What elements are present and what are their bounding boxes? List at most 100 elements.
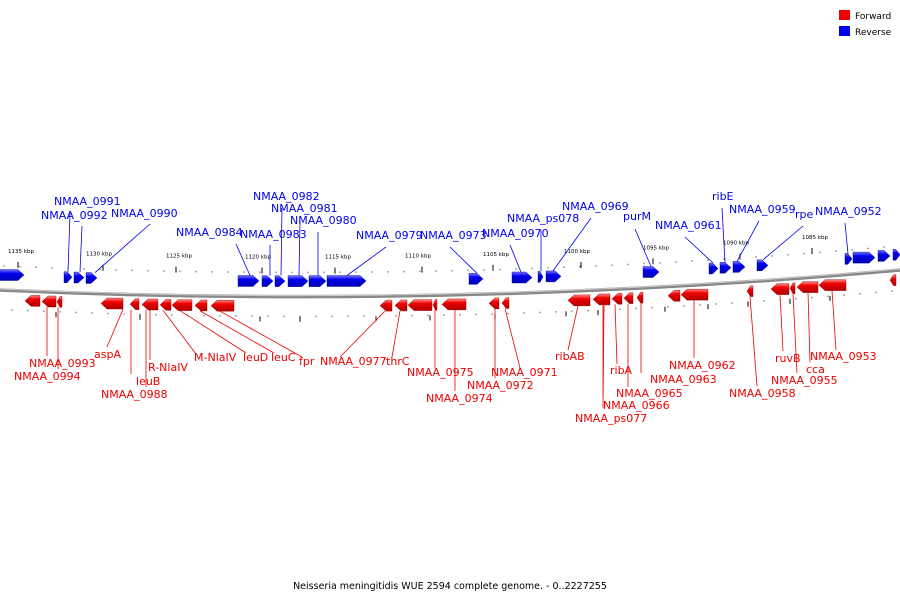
genome-backbone-highlight — [0, 268, 900, 297]
axis-tick-label: 1125 kbp — [166, 254, 192, 260]
forward-gene-label-nmaa-0958: NMAA_0958 — [729, 387, 796, 400]
reverse-gene-label-nmaa-0979: NMAA_0979 — [356, 229, 423, 242]
forward-gene-label-nmaa-0962: NMAA_0962 — [669, 359, 736, 372]
reverse-gene-label-purm: purM — [623, 210, 651, 223]
forward-gene-arrow — [210, 300, 235, 312]
forward-gene-leader — [106, 309, 124, 348]
reverse-gene-label-nmaa-0984: NMAA_0984 — [176, 226, 243, 239]
forward-gene-arrow — [567, 294, 591, 307]
reverse-gene-leader — [346, 246, 387, 276]
reverse-gene-arrow — [511, 271, 533, 284]
reverse-gene-label-nmaa-0992: NMAA_0992 — [41, 209, 108, 222]
legend-forward-swatch — [839, 10, 850, 20]
axis-tick-label: 1135 kbp — [8, 249, 34, 255]
reverse-gene-label-rpe: rpe — [795, 208, 814, 221]
axis-tick-label: 1115 kbp — [325, 255, 351, 261]
genome-backbone — [0, 268, 900, 299]
forward-gene-leader — [807, 292, 811, 363]
reverse-gene-label-nmaa-0969: NMAA_0969 — [562, 200, 629, 213]
reverse-gene-leader — [79, 225, 83, 273]
forward-gene-arrow — [379, 299, 393, 312]
forward-gene-arrow — [789, 282, 796, 294]
forward-gene-label-ruvb: ruvB — [775, 352, 801, 365]
forward-gene-arrow — [592, 293, 611, 306]
reverse-gene-arrow — [545, 270, 562, 283]
forward-gene-leader — [219, 310, 303, 358]
reverse-gene-label-nmaa-0961: NMAA_0961 — [655, 219, 722, 232]
reverse-gene-arrow — [237, 275, 260, 287]
forward-gene-arrow — [611, 293, 623, 305]
forward-gene-arrow — [407, 299, 433, 311]
forward-gene-leader — [199, 310, 275, 354]
legend-reverse-swatch — [839, 26, 850, 36]
forward-gene-leader — [779, 294, 784, 352]
forward-gene-label-nmaa-0988: NMAA_0988 — [101, 388, 168, 401]
reverse-gene-arrow — [261, 275, 274, 287]
axis-tick-label: 1100 kbp — [564, 249, 590, 255]
forward-gene-label-nmaa-0963: NMAA_0963 — [650, 373, 717, 386]
reverse-gene-arrow — [732, 261, 746, 273]
reverse-gene-arrow — [892, 249, 900, 261]
reverse-gene-label-nmaa-0983: NMAA_0983 — [240, 228, 307, 241]
axis-tick-label: 1090 kbp — [723, 241, 749, 247]
reverse-gene-arrow — [877, 250, 891, 262]
forward-gene-arrow — [159, 299, 172, 311]
axis-tick-label: 1105 kbp — [483, 252, 509, 258]
reverse-gene-arrow — [756, 259, 769, 272]
forward-gene-label-thrc: thrC — [386, 355, 410, 368]
forward-gene-leader — [614, 304, 618, 365]
reverse-gene-leader — [552, 217, 592, 272]
forward-gene-label-nmaa-0977: NMAA_0977 — [320, 355, 387, 368]
forward-gene-label-leud: leuD — [243, 351, 268, 364]
reverse-gene-arrow — [85, 272, 98, 284]
reverse-gene-leader — [235, 243, 251, 276]
reverse-gene-arrow — [0, 269, 25, 281]
reverse-gene-label-nmaa-0982: NMAA_0982 — [253, 190, 320, 203]
reverse-gene-leader — [634, 228, 652, 267]
forward-gene-label-nmaa-0993: NMAA_0993 — [29, 357, 96, 370]
reverse-gene-arrow — [63, 271, 73, 283]
axis-tick-label: 1130 kbp — [86, 252, 112, 258]
reverse-gene-leader — [67, 212, 71, 272]
reverse-gene-arrow — [73, 271, 85, 284]
reverse-gene-leader — [449, 246, 478, 274]
forward-gene-label-nmaa-0975: NMAA_0975 — [407, 366, 474, 379]
forward-gene-arrow — [889, 274, 897, 286]
reverse-gene-arrow — [326, 275, 367, 287]
reverse-gene-label-nmaa-ps078: NMAA_ps078 — [507, 212, 579, 225]
reverse-gene-arrow — [844, 253, 853, 265]
forward-gene-arrow — [770, 283, 790, 295]
axis-tick-label: 1085 kbp — [802, 235, 828, 241]
gene-features — [0, 249, 900, 312]
forward-gene-label-r-nlaiv: R-NlaIV — [148, 361, 188, 374]
forward-gene-leader — [831, 290, 837, 351]
forward-gene-label-leub: leuB — [136, 375, 160, 388]
forward-gene-leader — [792, 293, 798, 374]
forward-gene-arrow — [100, 297, 124, 310]
forward-gene-label-nmaa-0971: NMAA_0971 — [491, 366, 558, 379]
reverse-gene-leader — [844, 222, 849, 254]
forward-gene-label-nmaa-0994: NMAA_0994 — [14, 370, 81, 383]
forward-gene-leader — [567, 305, 579, 351]
reverse-gene-label-nmaa-0952: NMAA_0952 — [815, 205, 882, 218]
forward-gene-leader — [339, 310, 386, 358]
reverse-gene-leader — [736, 220, 760, 262]
forward-gene-arrow — [56, 296, 63, 308]
leader-lines — [46, 207, 849, 409]
reverse-gene-arrow — [708, 262, 719, 275]
reverse-gene-label-ribe: ribE — [712, 190, 734, 203]
forward-gene-leader — [504, 308, 521, 369]
reverse-gene-arrow — [308, 275, 327, 287]
forward-gene-label-fpr: fpr — [299, 355, 315, 368]
forward-gene-arrow — [141, 298, 159, 311]
forward-gene-label-aspa: aspA — [94, 348, 121, 361]
reverse-gene-leader — [94, 223, 151, 273]
forward-gene-leader — [391, 310, 401, 358]
forward-gene-label-m-nlaiv: M-NlaIV — [194, 351, 237, 364]
legend-forward-label: Forward — [855, 12, 891, 22]
forward-gene-arrow — [796, 281, 819, 293]
reverse-gene-leader — [762, 225, 804, 261]
reverse-gene-leader — [509, 244, 522, 273]
